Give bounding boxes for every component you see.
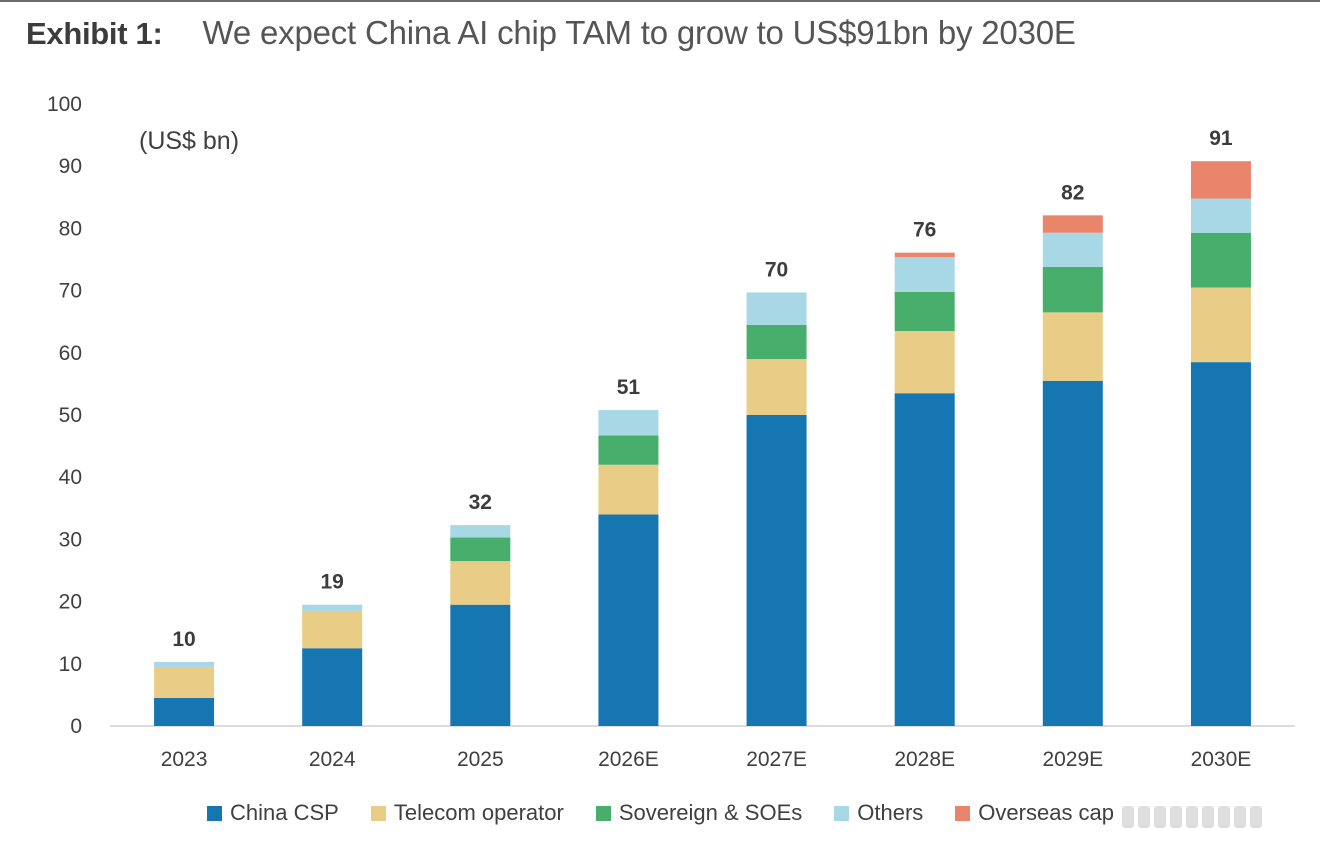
y-tick-label: 0	[70, 715, 82, 738]
bar-total-label: 82	[1061, 181, 1084, 204]
bar-segment-telecom-operator	[746, 359, 807, 415]
bar-segment-china-csp	[154, 698, 215, 726]
legend-item: Others	[834, 800, 923, 826]
x-tick-label: 2028E	[894, 748, 955, 771]
legend-item: Overseas cap	[955, 800, 1114, 826]
legend-item: Sovereign & SOEs	[595, 800, 803, 826]
bar-segment-telecom-operator	[154, 666, 215, 699]
legend-label: Telecom operator	[393, 800, 564, 825]
bar-segment-others	[1190, 198, 1251, 233]
legend-label: China CSP	[230, 800, 339, 825]
legend-swatch	[207, 805, 222, 821]
y-tick-label: 10	[59, 653, 82, 676]
x-tick-label: 2025	[457, 748, 504, 771]
bar-total-label: 70	[765, 258, 788, 281]
x-tick-label: 2023	[161, 748, 208, 771]
y-tick-label: 70	[59, 280, 82, 303]
bar-segment-telecom-operator	[894, 331, 955, 394]
bar-total-label: 32	[469, 491, 492, 514]
bar-segment-sovereign-soes	[450, 537, 511, 562]
bar-segment-overseas-cap	[1042, 215, 1103, 233]
bar-segment-china-csp	[1190, 362, 1251, 726]
x-tick-label: 2026E	[598, 748, 659, 771]
y-tick-label: 50	[59, 404, 82, 427]
y-tick-label: 20	[59, 591, 82, 614]
bar-segment-china-csp	[598, 514, 659, 726]
y-tick-label: 30	[59, 528, 82, 551]
x-tick-label: 2024	[309, 748, 356, 771]
bar-segment-china-csp	[746, 415, 807, 726]
bar-segment-telecom-operator	[598, 464, 659, 515]
bar-segment-others	[302, 604, 363, 611]
exhibit-header: Exhibit 1: We expect China AI chip TAM t…	[26, 14, 1076, 58]
legend: China CSP Telecom operator Sovereign & SOE…	[207, 800, 1114, 826]
bar-total-label: 51	[617, 376, 641, 399]
bar-segment-telecom-operator	[1042, 312, 1103, 381]
legend-swatch	[834, 805, 850, 821]
bar-segment-overseas-cap	[1190, 161, 1251, 199]
bar-segment-telecom-operator	[450, 561, 511, 605]
x-tick-label: 2029E	[1042, 748, 1103, 771]
legend-label: Sovereign & SOEs	[618, 800, 803, 825]
watermark-overlay	[1120, 800, 1310, 834]
x-tick-label: 2027E	[746, 748, 807, 771]
legend-label: Others	[857, 800, 924, 825]
bar-total-label: 19	[321, 571, 344, 594]
bar-segment-telecom-operator	[302, 610, 363, 649]
bar-segment-sovereign-soes	[1042, 266, 1103, 313]
bar-segment-china-csp	[1042, 380, 1103, 726]
y-tick-label: 80	[59, 217, 82, 240]
unit-label: (US$ bn)	[139, 127, 239, 155]
bar-segment-others	[894, 257, 955, 292]
y-tick-label: 90	[59, 155, 82, 178]
bar-segment-sovereign-soes	[598, 435, 659, 465]
bar-segment-others	[1042, 232, 1103, 267]
stacked-bar-chart: 0 10 20 30 40 50 60 70 80 90 100 (US$ bn) 10 2023 19 20…	[47, 93, 1295, 771]
y-tick-label: 100	[47, 93, 82, 116]
y-tick-label: 40	[59, 466, 82, 489]
bar-segment-others	[598, 410, 659, 436]
bar-segment-china-csp	[302, 648, 363, 726]
legend-item: China CSP	[207, 800, 339, 826]
bar-segment-sovereign-soes	[746, 324, 807, 360]
legend-label: Overseas cap	[978, 800, 1115, 825]
legend-swatch	[370, 805, 386, 821]
chart-title: We expect China AI chip TAM to grow to U…	[202, 14, 1076, 51]
bar-total-label: 76	[913, 219, 936, 242]
bar-segment-telecom-operator	[1190, 287, 1251, 363]
bar-segment-sovereign-soes	[894, 291, 955, 332]
x-tick-label: 2030E	[1191, 748, 1252, 771]
bar-segment-others	[154, 661, 215, 667]
legend-swatch	[955, 805, 971, 821]
bar-segment-others	[450, 525, 511, 538]
bar-segment-china-csp	[450, 604, 511, 726]
bar-segment-others	[746, 292, 807, 325]
bar-segment-overseas-cap	[894, 252, 955, 258]
exhibit-label: Exhibit 1:	[26, 16, 163, 51]
top-rule	[0, 0, 1320, 2]
legend-item: Telecom operator	[370, 800, 564, 826]
bar-segment-sovereign-soes	[1190, 232, 1251, 288]
legend-swatch	[595, 805, 611, 821]
bar-total-label: 91	[1209, 127, 1233, 150]
y-tick-label: 60	[59, 342, 82, 365]
bar-segment-china-csp	[894, 393, 955, 726]
bar-total-label: 10	[172, 628, 195, 651]
